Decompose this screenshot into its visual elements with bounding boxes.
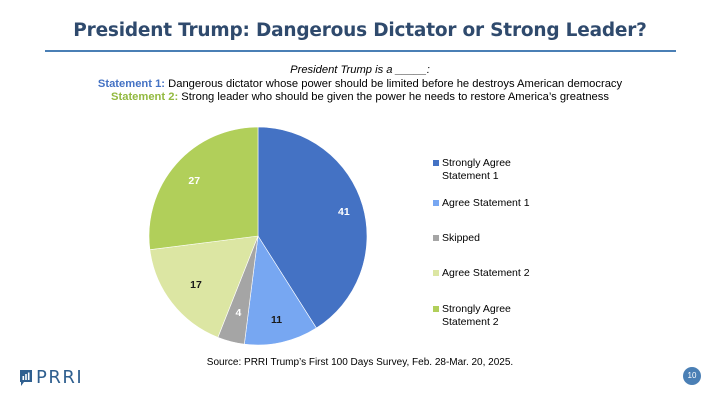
prri-logo-icon — [20, 369, 32, 386]
title-divider — [45, 50, 676, 52]
pie-data-label: 11 — [271, 314, 282, 326]
source-note: Source: PRRI Trump’s First 100 Days Surv… — [206, 357, 514, 368]
pie-data-label: 17 — [190, 279, 202, 291]
statement-1: Statement 1: Dangerous dictator whose po… — [0, 78, 720, 92]
question-text: President Trump is a _____: — [290, 64, 430, 76]
question-block: President Trump is a _____: Statement 1:… — [0, 64, 720, 105]
legend-label: Skipped — [442, 232, 480, 244]
legend-item: Agree Statement 2 — [433, 267, 530, 280]
legend-swatch — [433, 306, 439, 312]
pie-data-label: 4 — [236, 307, 242, 319]
statement-2: Statement 2: Strong leader who should be… — [0, 91, 720, 105]
legend-label: Agree Statement 1 — [442, 197, 530, 209]
pie-data-label: 41 — [338, 206, 350, 218]
pie-slice-agree-statement-1 — [244, 235, 317, 346]
legend-item: Agree Statement 1 — [433, 197, 530, 210]
prri-logo-text: PRRI — [36, 367, 84, 388]
pie-data-label: 27 — [188, 175, 200, 187]
legend-item: Skipped — [433, 232, 480, 245]
pie-slice-strongly-agree-statement-2 — [148, 126, 259, 250]
legend-item: Strongly Agree Statement 1 — [433, 157, 511, 182]
legend-swatch — [433, 270, 439, 276]
legend-swatch — [433, 160, 439, 166]
statement-1-text: Dangerous dictator whose power should be… — [165, 77, 623, 90]
legend-item: Strongly Agree Statement 2 — [433, 303, 511, 328]
statement-1-label: Statement 1: — [97, 77, 166, 90]
statement-2-text: Strong leader who should be given the po… — [178, 91, 609, 103]
legend-label: Strongly Agree Statement 1 — [442, 157, 511, 182]
legend-swatch — [433, 235, 439, 241]
legend-swatch — [433, 200, 439, 206]
statement-2-label: Statement 2: — [111, 91, 179, 103]
pie-slice-strongly-agree-statement-1 — [257, 126, 368, 329]
pie-slice-agree-statement-2 — [149, 235, 259, 338]
legend-label: Agree Statement 2 — [442, 267, 530, 279]
prri-logo: PRRI — [19, 367, 83, 388]
page-number-badge: 10 — [683, 367, 701, 385]
slide-title: President Trump: Dangerous Dictator or S… — [73, 20, 647, 41]
legend-label: Strongly Agree Statement 2 — [442, 303, 511, 328]
